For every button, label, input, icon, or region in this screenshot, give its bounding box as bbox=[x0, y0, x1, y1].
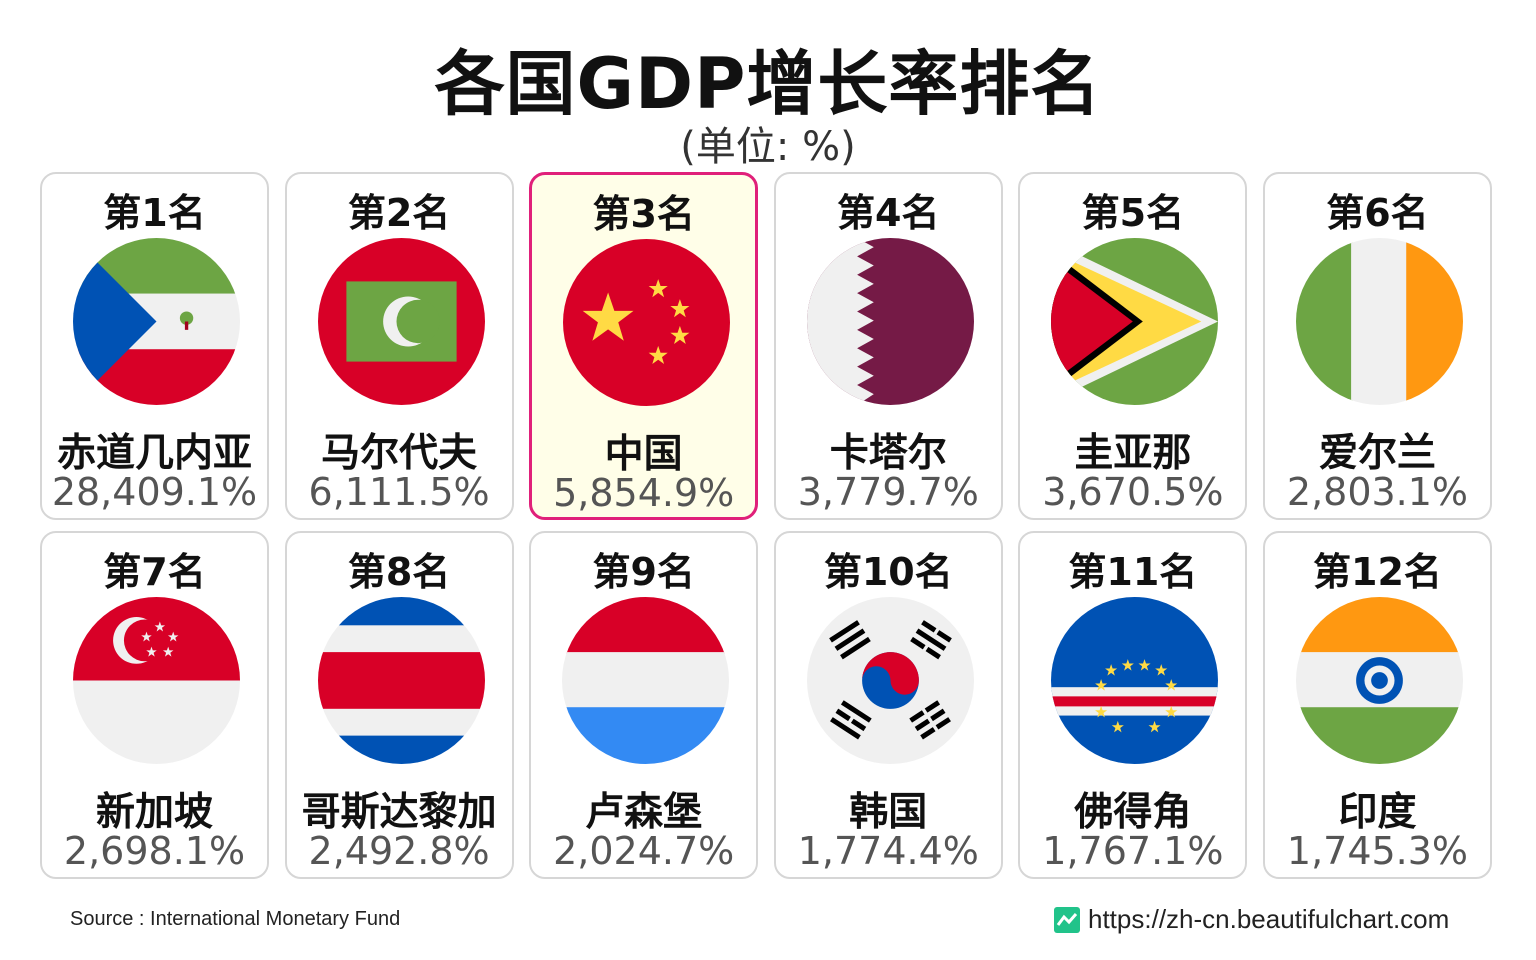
growth-value: 1,774.4% bbox=[797, 829, 979, 873]
growth-value: 2,492.8% bbox=[308, 829, 490, 873]
ranking-card: 第4名 卡塔尔 3,779.7% bbox=[773, 172, 1003, 520]
country-name: 哥斯达黎加 bbox=[301, 790, 497, 835]
ranking-card: 第1名 赤道几内亚 28,409.1% bbox=[40, 172, 269, 520]
growth-value: 6,111.5% bbox=[308, 470, 490, 514]
rank-label: 第4名 bbox=[837, 191, 940, 235]
luxembourg-flag bbox=[562, 597, 730, 764]
country-name: 卢森堡 bbox=[585, 790, 703, 835]
country-name: 爱尔兰 bbox=[1318, 431, 1436, 476]
equatorial-guinea-flag bbox=[73, 238, 240, 405]
rank-label: 第2名 bbox=[347, 191, 451, 235]
growth-value: 2,024.7% bbox=[553, 829, 735, 873]
guyana-flag bbox=[1051, 238, 1219, 405]
growth-value: 3,779.7% bbox=[797, 470, 979, 514]
ranking-card: 第5名 圭亚那 3,670.5% bbox=[1018, 172, 1248, 520]
country-name: 圭亚那 bbox=[1074, 431, 1192, 476]
country-name: 马尔代夫 bbox=[321, 431, 478, 476]
ranking-grid: 第1名 赤道几内亚 28,409.1% 第2名 马 bbox=[40, 172, 1492, 879]
ranking-card: 第11名 佛得角 bbox=[1018, 531, 1248, 879]
china-flag bbox=[563, 239, 731, 406]
page-subtitle: (单位: %) bbox=[680, 124, 856, 170]
rank-label: 第5名 bbox=[1081, 191, 1185, 235]
rank-label: 第3名 bbox=[592, 192, 695, 236]
singapore-flag bbox=[73, 597, 240, 764]
ranking-card: 第8名 哥斯达黎加 2,492.8% bbox=[284, 531, 514, 879]
india-flag bbox=[1295, 597, 1463, 764]
ireland-flag bbox=[1295, 238, 1463, 405]
growth-value: 2,698.1% bbox=[63, 829, 246, 873]
source-note: Source : International Monetary Fund bbox=[70, 908, 401, 930]
ranking-card: 第2名 马尔代夫 6,111.5% bbox=[284, 172, 514, 520]
country-name: 新加坡 bbox=[95, 790, 213, 835]
country-name: 卡塔尔 bbox=[829, 431, 947, 476]
growth-value: 1,767.1% bbox=[1042, 829, 1224, 873]
rank-label: 第1名 bbox=[103, 191, 206, 235]
south-korea-flag bbox=[806, 597, 974, 764]
rank-label: 第10名 bbox=[823, 550, 953, 594]
qatar-flag bbox=[806, 238, 974, 405]
page-title: 各国GDP增长率排名 bbox=[434, 43, 1102, 125]
rank-label: 第7名 bbox=[103, 550, 206, 594]
costa-rica-flag bbox=[317, 597, 485, 764]
ranking-card: 第7名 新加坡 2,698.1% bbox=[40, 531, 269, 879]
ranking-card: 第9名 卢森堡 2,024.7% bbox=[529, 531, 759, 879]
rank-label: 第12名 bbox=[1313, 550, 1442, 594]
growth-value: 1,745.3% bbox=[1286, 829, 1469, 873]
growth-value: 3,670.5% bbox=[1042, 470, 1224, 514]
country-name: 赤道几内亚 bbox=[56, 431, 252, 476]
ranking-card-highlighted: 第3名 中国 5,854.9% bbox=[529, 172, 759, 520]
ranking-card: 第12名 印度 1,745.3% bbox=[1262, 531, 1492, 879]
country-name: 印度 bbox=[1338, 790, 1417, 835]
country-name: 佛得角 bbox=[1074, 790, 1192, 835]
growth-value: 2,803.1% bbox=[1286, 470, 1469, 514]
rank-label: 第8名 bbox=[347, 550, 451, 594]
site-link[interactable]: https://zh-cn.beautifulchart.com bbox=[1054, 904, 1449, 935]
growth-value: 5,854.9% bbox=[553, 471, 735, 515]
chart-logo-icon bbox=[1054, 906, 1080, 933]
country-name: 中国 bbox=[604, 432, 683, 477]
rank-label: 第11名 bbox=[1068, 550, 1198, 594]
ranking-card: 第6名 爱尔兰 2,803.1% bbox=[1262, 172, 1492, 520]
rank-label: 第9名 bbox=[592, 550, 695, 594]
maldives-flag bbox=[317, 238, 485, 405]
country-name: 韩国 bbox=[849, 790, 928, 835]
site-url[interactable]: https://zh-cn.beautifulchart.com bbox=[1088, 904, 1450, 934]
rank-label: 第6名 bbox=[1326, 191, 1429, 235]
ranking-card: 第10名 韩国 1,774.4% bbox=[773, 531, 1003, 879]
growth-value: 28,409.1% bbox=[51, 470, 258, 514]
cape-verde-flag bbox=[1051, 597, 1219, 764]
